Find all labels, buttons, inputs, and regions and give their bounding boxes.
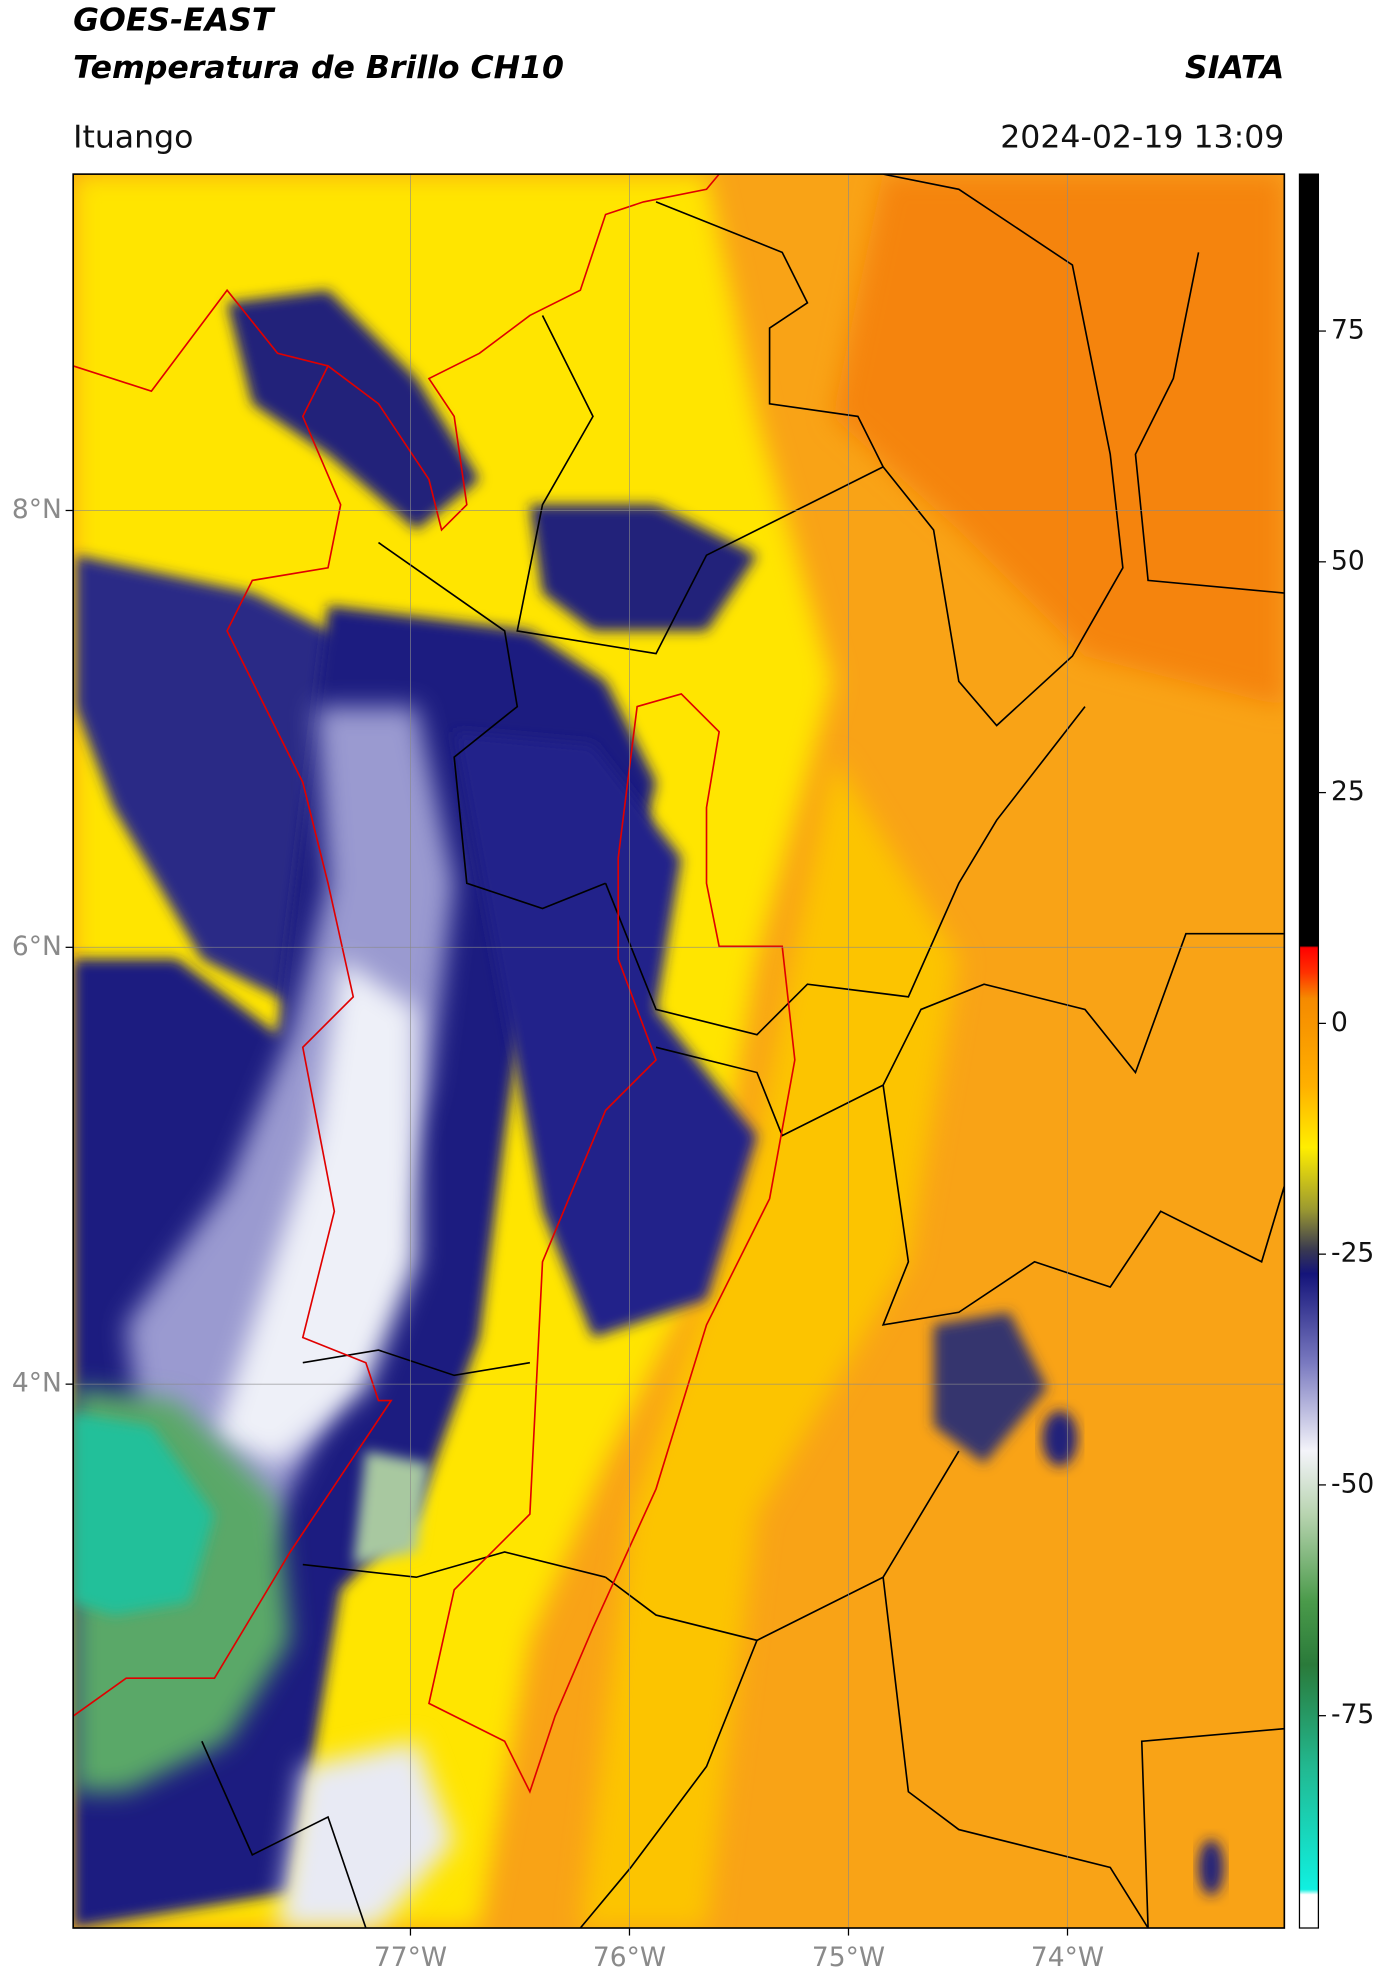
- coastline: [73, 174, 796, 1794]
- colorbar-tick-label: 50: [1331, 545, 1365, 576]
- x-tick-label: 74°W: [1031, 1942, 1104, 1973]
- subtitle: Temperatura de Brillo CH10: [73, 50, 564, 86]
- y-tick-label: 8°N: [12, 494, 62, 525]
- y-tick-label: 4°N: [12, 1368, 62, 1399]
- colorbar: [1298, 173, 1320, 1929]
- grid: [65, 174, 1285, 1936]
- x-tick-label: 76°W: [593, 1942, 666, 1973]
- x-tick-label: 75°W: [812, 1942, 885, 1973]
- x-tick-label: 77°W: [374, 1942, 447, 1973]
- colorbar-tick-label: -25: [1331, 1238, 1374, 1269]
- map-raster: [73, 174, 1285, 1929]
- colorbar-tick-label: 75: [1331, 315, 1365, 346]
- location: Ituango: [73, 120, 193, 156]
- colorbar-tick-label: 0: [1331, 1007, 1348, 1038]
- admin-borders: [201, 174, 1285, 1929]
- map-frame: [72, 173, 1286, 1929]
- y-tick-label: 6°N: [12, 931, 62, 962]
- colorbar-tick-label: -50: [1331, 1468, 1374, 1499]
- agency: SIATA: [1185, 50, 1284, 86]
- colorbar-tick-label: -75: [1331, 1699, 1374, 1730]
- datetime: 2024-02-19 13:09: [1000, 120, 1284, 156]
- colorbar-tick-label: 25: [1331, 776, 1365, 807]
- title: GOES-EAST: [73, 2, 276, 38]
